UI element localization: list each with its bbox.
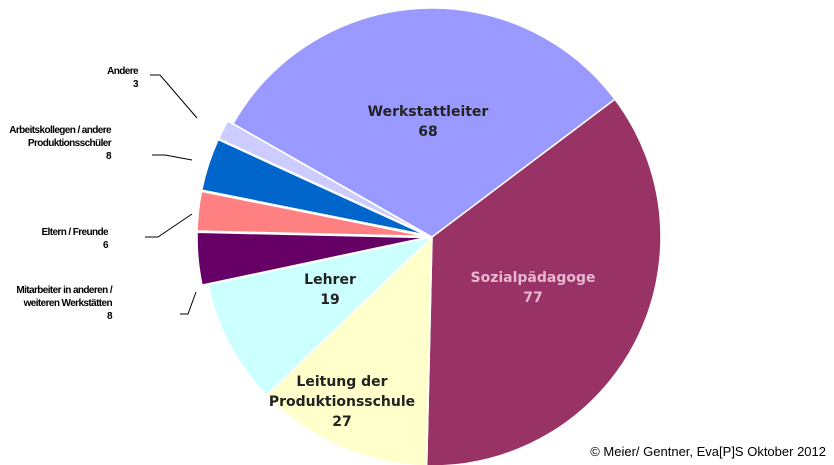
slice-label: Arbeitskollegen / andere Produktionsschü… — [1, 124, 111, 163]
value-label: 6 — [103, 240, 109, 251]
category-label: Leitung der Produktionsschule — [268, 374, 416, 410]
category-label: Arbeitskollegen / andere Produktionsschü… — [9, 125, 111, 149]
slice-label: Sozialpädagoge 77 — [453, 268, 613, 308]
pie-slice — [200, 138, 427, 236]
category-label: Sozialpädagoge — [470, 270, 596, 286]
pie-slice — [231, 7, 616, 238]
slice-label: Andere 3 — [78, 65, 138, 91]
value-label: 8 — [107, 311, 113, 322]
value-label: 8 — [106, 151, 112, 162]
pie-slice — [207, 235, 435, 397]
category-label: Lehrer — [304, 272, 356, 288]
pie-slice — [196, 190, 427, 238]
slice-label: Eltern / Freunde 6 — [8, 226, 108, 252]
value-label: 68 — [418, 124, 438, 140]
pie-slice — [217, 119, 428, 235]
copyright-note: © Meier/ Gentner, Eva[P]S Oktober 2012 — [590, 444, 826, 459]
leader-line — [152, 154, 193, 161]
leader-line — [145, 213, 193, 238]
pie-slice — [425, 98, 662, 465]
value-label: 27 — [332, 414, 352, 430]
slice-label: Leitung der Produktionsschule 27 — [267, 372, 417, 432]
pie-slice — [265, 235, 433, 465]
category-label: Werkstattleiter — [367, 104, 489, 120]
slice-label: Mitarbeiter in anderen / weiteren Werkst… — [2, 284, 112, 323]
value-label: 19 — [320, 292, 340, 308]
value-label: 77 — [523, 290, 543, 306]
leader-lines — [145, 74, 198, 315]
value-label: 3 — [133, 79, 139, 90]
slice-label: Werkstattleiter 68 — [348, 102, 508, 142]
category-label: Andere — [107, 66, 138, 77]
category-label: Eltern / Freunde — [41, 227, 108, 238]
pie-slice — [196, 231, 427, 287]
category-label: Mitarbeiter in anderen / weiteren Werkst… — [16, 285, 112, 309]
leader-line — [180, 291, 197, 315]
slice-label: Lehrer 19 — [280, 270, 380, 310]
leader-line — [150, 74, 198, 119]
